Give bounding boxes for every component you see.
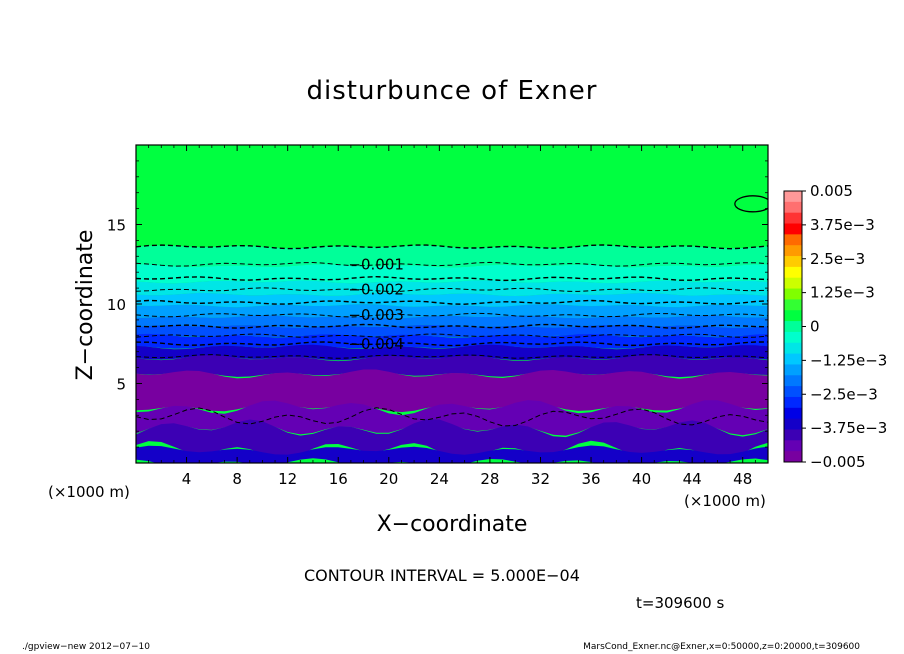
contour-label: −0.001 [348, 255, 404, 273]
contour-line [136, 275, 768, 282]
x-tick-label: 4 [182, 470, 192, 488]
x-tick-label: 12 [278, 470, 297, 488]
y-tick-label: 5 [116, 376, 126, 394]
contour-line [136, 354, 768, 359]
colorbar-labels: 0.005 3.75e−3 2.5e−3 1.25e−3 0 −1.25e−3 −2.5e−… [802, 182, 887, 471]
colorbar-swatch [784, 299, 802, 311]
x-tick-label: 36 [581, 470, 600, 488]
colorbar-swatch [784, 364, 802, 376]
colorbar-swatch [784, 407, 802, 420]
colorbar-label: 2.5e−3 [810, 250, 865, 268]
colorbar-swatch [784, 331, 802, 344]
footer-left: ./gpview−new 2012−07−10 [22, 642, 150, 652]
footer-right: MarsCond_Exner.nc@Exner,x=0:50000,z=0:20… [583, 642, 860, 652]
colorbar-swatch [784, 212, 802, 225]
colorbar-swatch [784, 429, 802, 441]
colorbar-swatch [784, 310, 802, 322]
contour-line [136, 299, 768, 305]
contour-interval: CONTOUR INTERVAL = 5.000E−04 [304, 566, 580, 585]
x-tick-label: 20 [379, 470, 398, 488]
field-band [136, 333, 768, 349]
colorbar-swatch [784, 288, 802, 300]
colorbar-swatch [784, 234, 802, 246]
colorbar-label: 0.005 [810, 182, 853, 200]
colorbar-swatch [784, 321, 802, 333]
field-band [136, 445, 768, 463]
x-tick-label: 48 [733, 470, 752, 488]
x-unit-left: (×1000 m) [48, 483, 130, 501]
contour-line [136, 333, 768, 339]
x-tick-label: 40 [632, 470, 651, 488]
colorbar-swatch [784, 277, 802, 290]
colorbar-label: 3.75e−3 [810, 216, 875, 234]
field-band [136, 400, 768, 436]
colorbar-label: −0.005 [810, 453, 866, 471]
y-axis-label: Z−coordinate [73, 230, 98, 381]
contour-line [136, 312, 768, 318]
contour-line [136, 341, 768, 347]
x-axis-label: X−coordinate [376, 512, 528, 537]
colorbar-swatch [784, 266, 802, 279]
colorbar-swatch [784, 245, 802, 257]
x-unit-right: (×1000 m) [684, 492, 766, 510]
colorbar-label: 0 [810, 318, 820, 336]
field-band [136, 324, 768, 338]
x-tick-label: 28 [480, 470, 499, 488]
colorbar-swatch [784, 440, 802, 452]
contour-label: −0.003 [348, 306, 404, 324]
field-band [136, 304, 768, 319]
colorbar-label: −1.25e−3 [810, 351, 887, 369]
contour-line [136, 244, 768, 250]
chart-title: disturbunce of Exner [306, 76, 598, 106]
y-tick-label: 10 [107, 296, 126, 314]
field-band [136, 245, 768, 268]
x-tick-label: 8 [232, 470, 242, 488]
contour-label: −0.004 [348, 335, 404, 353]
y-tick-label: 15 [107, 217, 126, 235]
contour-lines [136, 195, 768, 427]
colorbar-swatch [784, 191, 802, 203]
contour-line [136, 407, 768, 427]
field-band [136, 369, 768, 413]
contour-line [136, 261, 768, 267]
contour-label: −0.002 [348, 281, 404, 299]
field-band [136, 344, 768, 361]
field-band [136, 292, 768, 308]
x-tick-label: 24 [430, 470, 449, 488]
x-tick-label: 16 [329, 470, 348, 488]
colorbar-swatch [784, 451, 802, 463]
colorbar [783, 190, 803, 463]
colorbar-swatch [784, 353, 802, 365]
contour-labels: −0.001 −0.002 −0.003 −0.004 [348, 255, 404, 353]
contour-loop [734, 195, 768, 213]
colorbar-swatch [784, 386, 802, 398]
x-axis-ticks: 4 8 12 16 20 24 28 32 36 40 44 48 [148, 145, 756, 488]
colorbar-swatch [784, 223, 802, 235]
time-stamp: t=309600 s [636, 594, 725, 612]
x-tick-label: 44 [683, 470, 702, 488]
y-axis-ticks: 5 10 15 [107, 160, 768, 448]
colorbar-label: 1.25e−3 [810, 284, 875, 302]
colorbar-label: −3.75e−3 [810, 419, 887, 437]
contour-fill [136, 145, 768, 463]
field-band [136, 355, 768, 378]
field-band [136, 315, 768, 328]
colorbar-swatch [784, 418, 802, 430]
colorbar-swatch [784, 396, 802, 409]
colorbar-swatch [784, 342, 802, 355]
field-band [136, 419, 768, 460]
colorbar-label: −2.5e−3 [810, 385, 878, 403]
colorbar-swatch [784, 375, 802, 387]
colorbar-swatch [784, 201, 802, 214]
contour-line [136, 287, 768, 292]
x-tick-label: 32 [531, 470, 550, 488]
contour-line [136, 323, 768, 329]
colorbar-swatch [784, 256, 802, 268]
